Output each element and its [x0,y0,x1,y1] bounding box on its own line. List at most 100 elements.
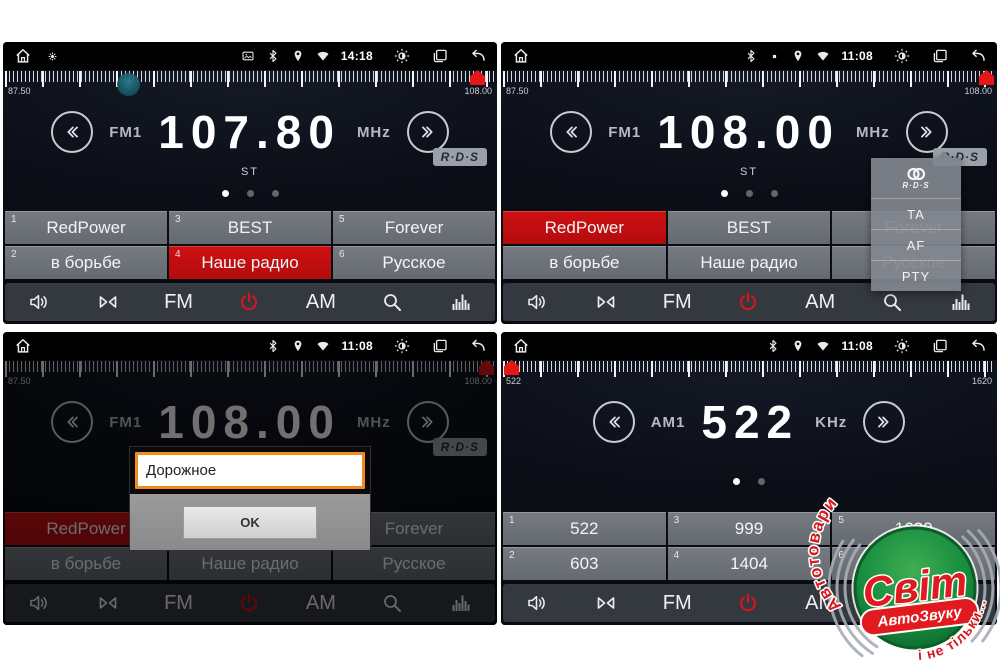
power-icon[interactable] [736,290,760,314]
bluetooth-icon [766,339,780,353]
equalizer-icon[interactable] [449,290,473,314]
preset-1-active[interactable]: RedPower [503,211,666,244]
tuner-readout: FM1 107.80 MHz R·D·S [3,102,497,166]
preset-label: 603 [570,553,599,573]
volume-icon[interactable] [525,591,549,615]
scale-max: 1620 [971,376,992,386]
location-icon [291,49,305,63]
recent-apps-icon[interactable] [931,47,949,65]
menu-item-ta[interactable]: TA [871,198,961,229]
volume-icon[interactable] [27,290,51,314]
recent-apps-icon[interactable] [931,337,949,355]
preset-4-active[interactable]: 4 Наше радио [169,246,331,279]
back-icon[interactable] [469,47,487,65]
equalizer-icon[interactable] [949,290,973,314]
home-icon[interactable] [13,46,33,66]
preset-label: 522 [570,518,599,538]
am-button[interactable]: AM [305,290,336,313]
logo-outer-ring [851,524,979,652]
sound-wave-arcs [827,528,1000,658]
fm-button[interactable]: FM [164,290,193,313]
preset-6[interactable]: 6 Русское [333,246,495,279]
logo-banner [859,597,980,637]
search-icon[interactable] [380,290,404,314]
menu-item-pty[interactable]: PTY [871,260,961,291]
tuner-readout: AM1 522 KHz [501,392,997,452]
status-bar: 11:08 [3,332,497,360]
am-button[interactable]: AM [805,591,836,614]
preset-label: 999 [734,518,764,538]
preset-2[interactable]: 2 603 [503,547,666,580]
status-bar: 11:08 [501,332,997,360]
preset-label: Наше радио [700,252,798,272]
page-dot[interactable] [733,478,740,485]
scale-max: 108.00 [464,86,492,96]
fm-button[interactable]: FM [662,591,692,614]
preset-3[interactable]: 3 BEST [169,211,331,244]
dialog-footer: OK [130,494,370,550]
volume-icon[interactable] [525,290,549,314]
bluetooth-icon [266,339,280,353]
scale-min: 522 [506,376,522,386]
home-icon[interactable] [13,336,33,356]
brightness-icon[interactable] [393,337,411,355]
back-icon[interactable] [969,47,987,65]
page-dot[interactable] [720,190,728,197]
bluetooth-icon [266,49,280,63]
radio-toolbar: FM AM [5,283,495,321]
rds-dropdown-menu: R·D·S TA AF PTY [871,150,961,291]
back-icon[interactable] [969,337,987,355]
seek-down-button[interactable] [592,401,635,443]
rds-badge[interactable]: R·D·S [432,148,487,166]
menu-item-rds[interactable]: R·D·S [871,158,961,198]
preset-3[interactable]: 3 999 [667,512,831,545]
page-dot[interactable] [271,190,279,197]
scan-icon[interactable] [594,591,618,615]
home-icon[interactable] [511,46,531,66]
menu-item-af[interactable]: AF [871,229,961,260]
brightness-icon[interactable] [893,337,911,355]
brightness-icon[interactable] [393,47,411,65]
brightness-icon[interactable] [893,47,911,65]
stereo-indicator: ST [739,166,759,178]
preset-label: Наше радио [201,252,299,272]
scan-icon[interactable] [96,290,120,314]
preset-1[interactable]: 1 522 [503,512,666,545]
preset-4[interactable]: 4 1404 [667,547,831,580]
back-icon[interactable] [469,337,487,355]
preset-label: RedPower [46,217,126,237]
seek-down-button[interactable] [51,111,94,153]
preset-3[interactable]: BEST [667,211,831,244]
band-label: AM1 [650,413,686,431]
gear-icon[interactable] [47,51,58,62]
am-button[interactable]: AM [805,290,836,313]
recent-apps-icon[interactable] [431,47,449,65]
power-icon[interactable] [736,591,760,615]
preset-5[interactable]: 5 Forever [333,211,495,244]
ok-button[interactable]: OK [183,505,317,539]
power-icon[interactable] [237,290,261,314]
page-dot[interactable] [758,478,765,485]
page-dot[interactable] [745,190,753,197]
preset-1[interactable]: 1 RedPower [5,211,167,244]
preset-name-input[interactable] [135,452,365,489]
fm-button[interactable]: FM [662,290,692,313]
seek-up-button[interactable] [863,401,906,443]
seek-up-button[interactable] [905,111,948,153]
scale-min: 87.50 [506,86,529,96]
search-icon[interactable] [880,290,904,314]
preset-2[interactable]: в борьбе [503,246,666,279]
wifi-icon [316,49,330,63]
page-dot[interactable] [221,190,229,197]
tuner-readout: FM1 108.00 MHz R·D·S [501,102,997,166]
page-dot[interactable] [246,190,254,197]
home-icon[interactable] [511,336,531,356]
preset-4[interactable]: Наше радио [667,246,831,279]
scan-icon[interactable] [594,290,618,314]
recent-apps-icon[interactable] [431,337,449,355]
status-bar: 11:08 [501,42,997,70]
seek-up-button[interactable] [406,111,449,153]
seek-down-button[interactable] [550,111,593,153]
page-dot[interactable] [770,190,778,197]
